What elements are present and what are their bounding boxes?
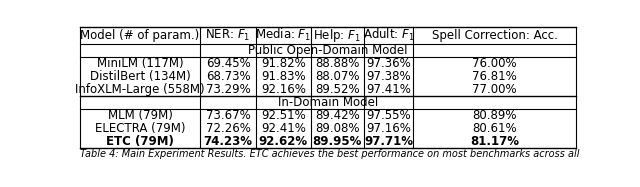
Text: 97.16%: 97.16% bbox=[366, 122, 411, 135]
Text: ELECTRA (79M): ELECTRA (79M) bbox=[95, 122, 185, 135]
Text: 74.23%: 74.23% bbox=[204, 135, 253, 148]
Text: Model (# of param.): Model (# of param.) bbox=[81, 29, 200, 42]
Text: Media: $F_1$: Media: $F_1$ bbox=[255, 27, 312, 43]
Text: 92.16%: 92.16% bbox=[261, 83, 306, 96]
Text: 89.08%: 89.08% bbox=[315, 122, 360, 135]
Text: 89.42%: 89.42% bbox=[315, 109, 360, 122]
Text: MiniLM (117M): MiniLM (117M) bbox=[97, 57, 183, 70]
Text: NER: $F_1$: NER: $F_1$ bbox=[205, 28, 251, 43]
Text: 97.41%: 97.41% bbox=[366, 83, 411, 96]
Text: 97.55%: 97.55% bbox=[366, 109, 411, 122]
Text: 73.29%: 73.29% bbox=[205, 83, 250, 96]
Text: 77.00%: 77.00% bbox=[472, 83, 517, 96]
Text: 91.82%: 91.82% bbox=[261, 57, 306, 70]
Text: Table 4: Main Experiment Results. ETC achieves the best performance on most benc: Table 4: Main Experiment Results. ETC ac… bbox=[80, 149, 579, 159]
Text: 91.83%: 91.83% bbox=[261, 70, 306, 83]
Text: In-Domain Model: In-Domain Model bbox=[278, 96, 378, 109]
Text: 88.88%: 88.88% bbox=[315, 57, 360, 70]
Text: 76.00%: 76.00% bbox=[472, 57, 517, 70]
Text: InfoXLM-Large (558M): InfoXLM-Large (558M) bbox=[76, 83, 205, 96]
Text: 73.67%: 73.67% bbox=[205, 109, 250, 122]
Text: Public Open-Domain Model: Public Open-Domain Model bbox=[248, 44, 408, 57]
Text: 97.38%: 97.38% bbox=[366, 70, 411, 83]
Text: 81.17%: 81.17% bbox=[470, 135, 519, 148]
Text: 89.95%: 89.95% bbox=[312, 135, 362, 148]
Text: DistilBert (134M): DistilBert (134M) bbox=[90, 70, 190, 83]
Text: 80.89%: 80.89% bbox=[472, 109, 517, 122]
Text: 97.36%: 97.36% bbox=[366, 57, 411, 70]
Text: MLM (79M): MLM (79M) bbox=[108, 109, 172, 122]
Text: 89.52%: 89.52% bbox=[315, 83, 360, 96]
Text: 92.41%: 92.41% bbox=[261, 122, 306, 135]
Text: Adult: $F_1$: Adult: $F_1$ bbox=[363, 27, 414, 43]
Text: 76.81%: 76.81% bbox=[472, 70, 517, 83]
Text: Help: $F_1$: Help: $F_1$ bbox=[314, 27, 361, 44]
Text: 92.62%: 92.62% bbox=[259, 135, 308, 148]
Text: 72.26%: 72.26% bbox=[205, 122, 250, 135]
Text: 88.07%: 88.07% bbox=[315, 70, 360, 83]
Text: 68.73%: 68.73% bbox=[205, 70, 250, 83]
Text: ETC (79M): ETC (79M) bbox=[106, 135, 174, 148]
Text: 92.51%: 92.51% bbox=[261, 109, 306, 122]
Text: Spell Correction: Acc.: Spell Correction: Acc. bbox=[432, 29, 557, 42]
Text: 69.45%: 69.45% bbox=[205, 57, 250, 70]
Text: 97.71%: 97.71% bbox=[364, 135, 413, 148]
Text: 80.61%: 80.61% bbox=[472, 122, 517, 135]
